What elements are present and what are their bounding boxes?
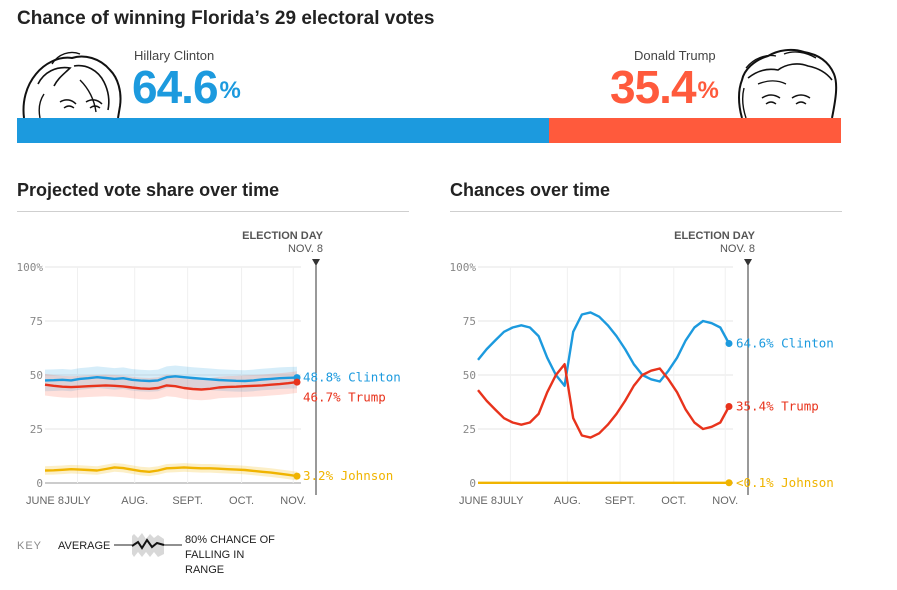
trump-chance-value: 35.4 bbox=[610, 61, 697, 113]
trump-chance-sign: % bbox=[697, 77, 719, 104]
chances-ytick-label: 0 bbox=[469, 477, 476, 490]
trump-chance-bar bbox=[549, 118, 841, 143]
vote-share-xtick-label: OCT. bbox=[229, 495, 254, 507]
key-range-label: 80% CHANCE OF FALLING IN RANGE bbox=[185, 534, 275, 576]
clinton-name: Hillary Clinton bbox=[134, 48, 215, 63]
chances-clinton-end-label: 64.6% Clinton bbox=[736, 335, 834, 350]
trump-name: Donald Trump bbox=[634, 48, 716, 63]
trump-portrait-icon bbox=[738, 48, 838, 118]
chances-election-day-label: ELECTION DAY bbox=[674, 230, 756, 242]
vote-share-ytick-label: 25 bbox=[30, 423, 43, 436]
vote-share-ytick-label: 75 bbox=[30, 315, 43, 328]
chances-ytick-label: 25 bbox=[463, 423, 476, 436]
vote-share-ytick-label: 100% bbox=[17, 261, 44, 274]
chances-ytick-label: 50 bbox=[463, 369, 476, 382]
chances-xtick-label: JUNE 8 bbox=[459, 495, 497, 507]
vote-share-xtick-label: SEPT. bbox=[172, 495, 203, 507]
key-label: KEY bbox=[17, 540, 43, 552]
vote-share-election-day-marker-icon bbox=[312, 259, 320, 266]
chances-divider bbox=[450, 211, 842, 212]
vote-share-trump-end-label: 46.7% Trump bbox=[303, 390, 386, 405]
chances-xtick-label: OCT. bbox=[661, 495, 686, 507]
key-average-swatch-icon bbox=[114, 533, 182, 557]
vote-share-divider bbox=[17, 211, 409, 212]
chances-trump-line bbox=[477, 363, 731, 439]
chances-title: Chances over time bbox=[450, 180, 611, 200]
vote-share-title: Projected vote share over time bbox=[17, 180, 280, 200]
vote-share-clinton-line bbox=[44, 375, 298, 383]
chances-election-day-marker-icon bbox=[744, 259, 752, 266]
chances-clinton-line bbox=[477, 311, 731, 387]
vote-share-xtick-label: JUNE 8 bbox=[26, 495, 64, 507]
clinton-chance-value: 64.6 bbox=[132, 61, 219, 113]
chances-trump-end-label: 35.4% Trump bbox=[736, 399, 819, 414]
vote-share-trump-line bbox=[44, 380, 298, 391]
chances-election-day-date: NOV. 8 bbox=[720, 243, 755, 255]
vote-share-election-day-date: NOV. 8 bbox=[288, 243, 323, 255]
chances-johnson-end-label: <0.1% Johnson bbox=[736, 475, 834, 490]
clinton-chance: 64.6% bbox=[132, 60, 241, 114]
vote-share-xtick-label: NOV. bbox=[280, 495, 306, 507]
chances-clinton-endpoint bbox=[725, 339, 733, 347]
chances-ytick-label: 75 bbox=[463, 315, 476, 328]
chances-xtick-label: JULY bbox=[497, 495, 524, 507]
chances-johnson-endpoint bbox=[725, 479, 733, 487]
chances-trump-endpoint bbox=[725, 403, 733, 411]
vote-share-xtick-label: JULY bbox=[64, 495, 91, 507]
vote-share-johnson-endpoint bbox=[293, 472, 301, 480]
vote-share-ytick-label: 50 bbox=[30, 369, 43, 382]
clinton-chance-bar bbox=[17, 118, 549, 143]
trump-chance: 35.4% bbox=[610, 60, 719, 114]
chances-xtick-label: NOV. bbox=[712, 495, 738, 507]
vote-share-ytick-label: 0 bbox=[36, 477, 43, 490]
vote-share-johnson-line bbox=[44, 466, 298, 478]
vote-share-johnson-end-label: 3.2% Johnson bbox=[303, 468, 393, 483]
vote-share-plot: 100% 75 50 25 0 JUNE 8 JULY AUG. SEPT. OCT. NOV. EL… bbox=[17, 230, 401, 507]
clinton-chance-sign: % bbox=[219, 77, 241, 104]
vote-share-xtick-label: AUG. bbox=[121, 495, 148, 507]
vote-share-election-day-label: ELECTION DAY bbox=[242, 230, 324, 242]
chances-plot: 100% 75 50 25 0 JUNE 8 JULY AUG. SEPT. OCT. NOV. EL… bbox=[450, 230, 834, 507]
vote-share-trump-endpoint bbox=[293, 378, 301, 386]
page-title: Chance of winning Florida’s 29 electoral… bbox=[17, 8, 435, 29]
chances-ytick-label: 100% bbox=[450, 261, 477, 274]
chances-xtick-label: AUG. bbox=[554, 495, 581, 507]
vote-share-clinton-end-label: 48.8% Clinton bbox=[303, 370, 401, 385]
clinton-portrait-icon bbox=[22, 51, 122, 118]
key-average-label: AVERAGE bbox=[58, 540, 111, 552]
chances-xtick-label: SEPT. bbox=[605, 495, 636, 507]
